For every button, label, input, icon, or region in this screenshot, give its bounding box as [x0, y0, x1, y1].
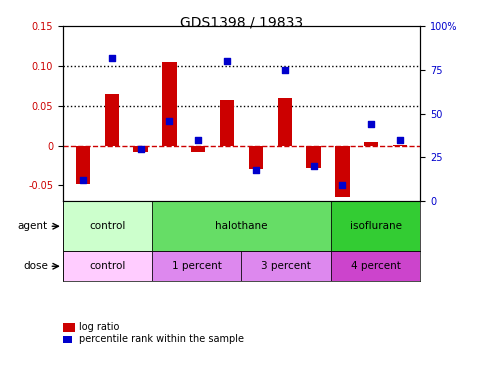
Text: control: control	[89, 261, 126, 271]
Point	[137, 146, 144, 152]
Text: 3 percent: 3 percent	[261, 261, 311, 271]
FancyBboxPatch shape	[152, 251, 242, 281]
Bar	[133, 146, 148, 152]
FancyBboxPatch shape	[331, 251, 420, 281]
Point	[310, 163, 317, 169]
FancyBboxPatch shape	[63, 201, 152, 251]
Bar	[162, 62, 177, 146]
Point	[396, 137, 404, 143]
FancyBboxPatch shape	[63, 251, 152, 281]
Bar	[105, 94, 119, 146]
Point	[252, 167, 260, 173]
Point	[281, 67, 289, 73]
Text: GDS1398 / 19833: GDS1398 / 19833	[180, 15, 303, 29]
Bar	[76, 146, 90, 184]
FancyBboxPatch shape	[331, 201, 420, 251]
FancyBboxPatch shape	[242, 251, 331, 281]
Bar	[364, 142, 378, 146]
Bar	[393, 145, 407, 146]
Text: log ratio: log ratio	[79, 322, 119, 332]
Point	[223, 58, 231, 64]
Point	[108, 55, 115, 61]
Point	[166, 118, 173, 124]
Bar	[335, 146, 350, 197]
Text: agent: agent	[18, 221, 48, 231]
Text: percentile rank within the sample: percentile rank within the sample	[79, 334, 244, 344]
Bar	[191, 146, 205, 152]
Bar	[278, 98, 292, 146]
Point	[368, 121, 375, 127]
FancyBboxPatch shape	[152, 201, 331, 251]
Bar	[306, 146, 321, 168]
Point	[79, 177, 87, 183]
Text: 1 percent: 1 percent	[172, 261, 222, 271]
Text: isoflurane: isoflurane	[350, 221, 401, 231]
Point	[194, 137, 202, 143]
Text: control: control	[89, 221, 126, 231]
Text: dose: dose	[23, 261, 48, 271]
Text: halothane: halothane	[215, 221, 268, 231]
Text: 4 percent: 4 percent	[351, 261, 400, 271]
Bar	[220, 100, 234, 146]
Point	[339, 183, 346, 189]
Bar	[249, 146, 263, 170]
